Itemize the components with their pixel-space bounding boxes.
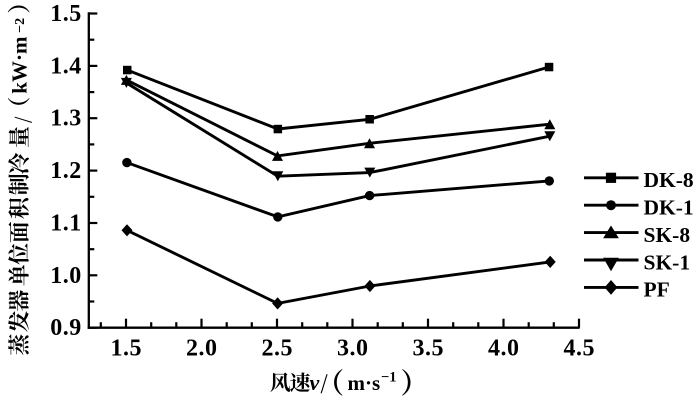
svg-text:1.0: 1.0 xyxy=(50,263,81,289)
svg-text:1.4: 1.4 xyxy=(50,53,81,79)
svg-text:m·s: m·s xyxy=(348,371,381,395)
svg-text:1.2: 1.2 xyxy=(50,158,81,184)
svg-text:3.5: 3.5 xyxy=(413,335,444,361)
svg-text:−2: −2 xyxy=(13,18,28,33)
svg-text:4.5: 4.5 xyxy=(564,335,595,361)
svg-text:2.5: 2.5 xyxy=(262,335,293,361)
svg-text:DK-1: DK-1 xyxy=(644,196,694,220)
svg-text:4.0: 4.0 xyxy=(488,335,519,361)
svg-text:v: v xyxy=(310,370,320,395)
svg-text:3.0: 3.0 xyxy=(337,335,368,361)
svg-text:SK-1: SK-1 xyxy=(644,250,691,274)
svg-text:0.9: 0.9 xyxy=(50,315,81,341)
svg-text:DK-8: DK-8 xyxy=(644,168,694,192)
svg-text:PF: PF xyxy=(644,278,670,302)
svg-text:kW·m: kW·m xyxy=(7,36,31,94)
svg-text:1.3: 1.3 xyxy=(50,106,81,132)
svg-text:1.1: 1.1 xyxy=(50,211,81,237)
svg-text:1.5: 1.5 xyxy=(50,1,81,27)
svg-text:2.0: 2.0 xyxy=(186,335,217,361)
svg-text:1.5: 1.5 xyxy=(111,335,142,361)
svg-text:−1: −1 xyxy=(381,370,397,386)
svg-text:SK-8: SK-8 xyxy=(644,223,691,247)
